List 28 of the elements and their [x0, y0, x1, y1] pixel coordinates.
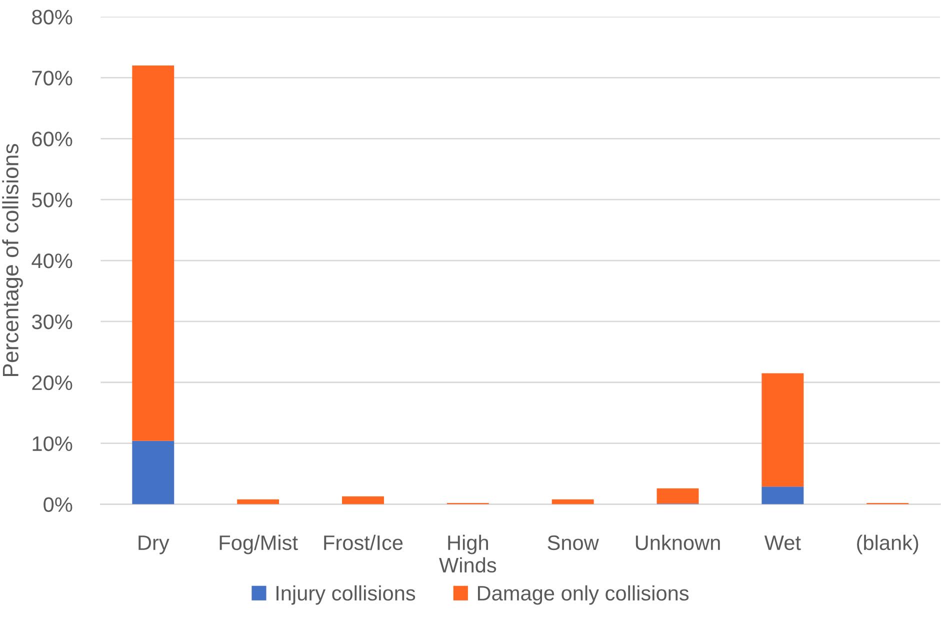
bar: [656, 488, 699, 504]
bar: [132, 66, 174, 441]
x-tick-label: Fog/Mist: [220, 534, 298, 554]
bar: [762, 373, 804, 487]
legend-label: Injury collisions: [276, 585, 416, 605]
legend-label: Damage only collisions: [478, 585, 689, 605]
x-tick-label: Frost/Ice: [324, 534, 403, 550]
y-tick-label: 50%: [32, 192, 72, 208]
y-axis-title: Percentage of collisions: [2, 144, 23, 376]
y-tick-label: 0%: [44, 497, 72, 512]
x-tick-label: Wet: [764, 536, 801, 550]
x-tick-label: (blank): [857, 534, 918, 554]
x-tick-label: Dry: [138, 536, 170, 554]
y-tick-label: 80%: [32, 10, 72, 25]
y-tick-label: 40%: [32, 254, 72, 268]
y-tick-label: 30%: [32, 314, 72, 330]
x-tick-label: High Winds: [439, 534, 496, 573]
y-tick-label: 60%: [32, 132, 72, 146]
bar: [762, 486, 804, 504]
bar: [342, 496, 384, 504]
y-tick-label: 10%: [32, 436, 72, 452]
x-tick-label: Snow: [548, 535, 599, 550]
x-tick-label: Unknown: [636, 534, 720, 550]
y-tick-label: 70%: [32, 70, 72, 86]
bar: [132, 440, 174, 504]
y-tick-label: 20%: [32, 375, 72, 390]
bar: [552, 499, 594, 504]
bar: [237, 499, 280, 504]
